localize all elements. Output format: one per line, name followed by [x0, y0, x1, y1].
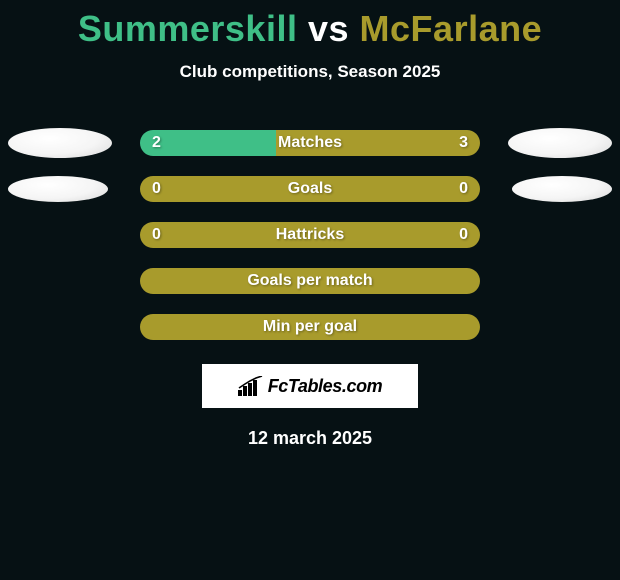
stat-bar-hattricks: 0 0 Hattricks	[140, 222, 480, 248]
stat-row-hattricks: 0 0 Hattricks	[0, 212, 620, 258]
brand-chart-icon	[238, 376, 264, 396]
avatar-left-0	[8, 128, 112, 158]
stat-fill-left-2: 0	[140, 222, 310, 248]
title-player1: Summerskill	[78, 8, 298, 49]
stat-bar-gpm: Goals per match	[140, 268, 480, 294]
stats-area: 2 3 Matches 0 0 Goals 0	[0, 120, 620, 350]
stat-fill-left-0: 2	[140, 130, 276, 156]
stat-fill-right-0: 3	[276, 130, 480, 156]
title-player2: McFarlane	[360, 8, 543, 49]
date-label: 12 march 2025	[0, 428, 620, 449]
subtitle: Club competitions, Season 2025	[0, 62, 620, 82]
stat-row-gpm: Goals per match	[0, 258, 620, 304]
title-vs: vs	[308, 8, 349, 49]
stat-row-matches: 2 3 Matches	[0, 120, 620, 166]
stat-val-left-2: 0	[152, 226, 161, 244]
page-title: Summerskill vs McFarlane	[0, 0, 620, 50]
stat-val-right-2: 0	[459, 226, 468, 244]
brand-text: FcTables.com	[268, 376, 383, 397]
stat-fill-right-2: 0	[310, 222, 480, 248]
stat-row-goals: 0 0 Goals	[0, 166, 620, 212]
stat-val-left-0: 2	[152, 134, 161, 152]
stat-bar-mpg: Min per goal	[140, 314, 480, 340]
avatar-right-0	[508, 128, 612, 158]
avatar-left-1	[8, 176, 108, 202]
stat-val-right-1: 0	[459, 180, 468, 198]
brand-box: FcTables.com	[202, 364, 418, 408]
stat-bar-matches: 2 3 Matches	[140, 130, 480, 156]
stat-fill-left-1: 0	[140, 176, 310, 202]
stat-fill-right-1: 0	[310, 176, 480, 202]
avatar-right-1	[512, 176, 612, 202]
stat-bar-goals: 0 0 Goals	[140, 176, 480, 202]
stat-row-mpg: Min per goal	[0, 304, 620, 350]
stat-val-right-0: 3	[459, 134, 468, 152]
stat-val-left-1: 0	[152, 180, 161, 198]
